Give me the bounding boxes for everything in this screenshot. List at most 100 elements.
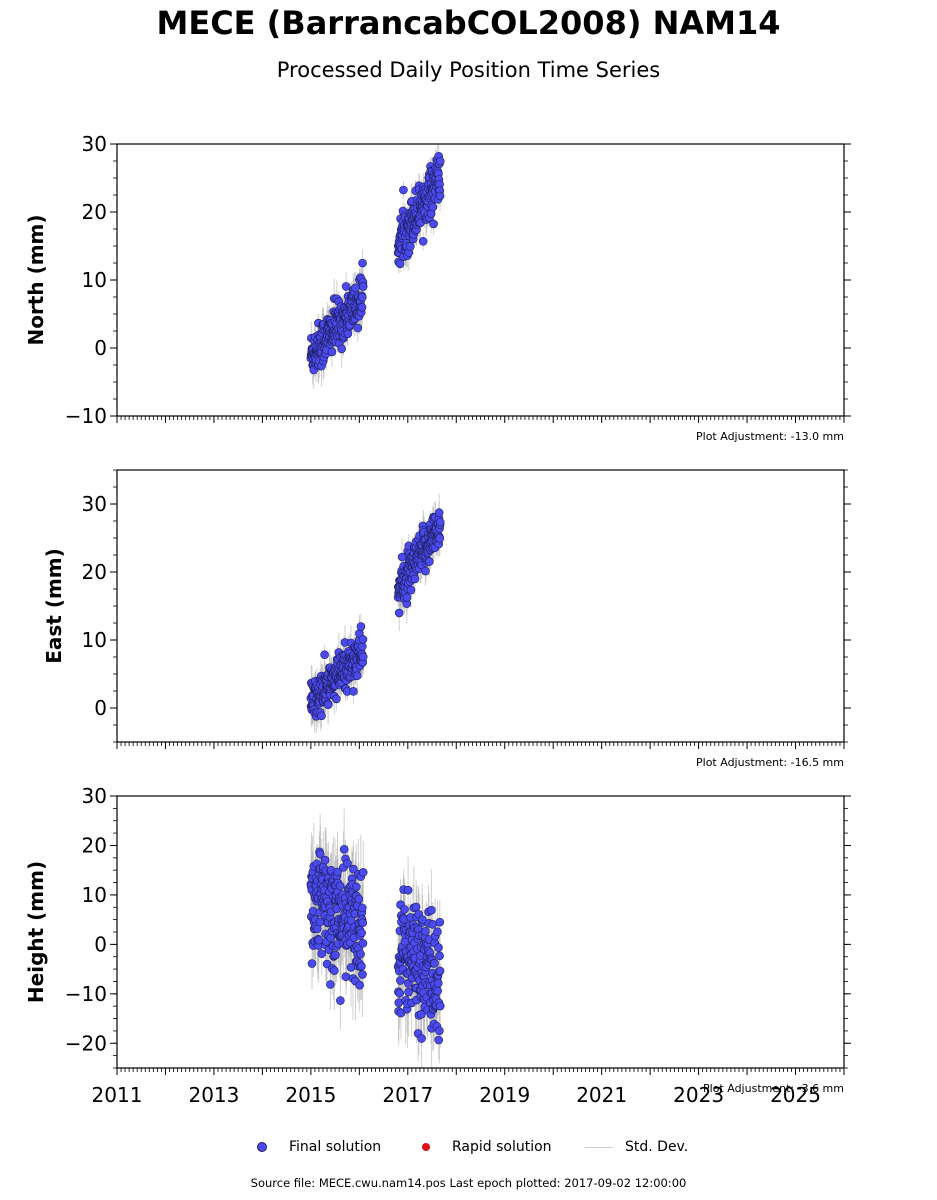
north-data (306, 144, 445, 389)
height-data-point (358, 903, 367, 913)
legend-rapid-label: Rapid solution (452, 1139, 552, 1155)
north-y-tick-label: −10 (65, 404, 107, 428)
height-data-point (417, 1034, 426, 1043)
east-y-tick-label: 20 (82, 560, 107, 584)
x-tick-label: 2023 (673, 1083, 724, 1107)
height-data-point (352, 882, 361, 892)
height-y-tick-label: −20 (65, 1031, 107, 1055)
east-axes-frame (116, 469, 845, 743)
east-data (306, 493, 445, 733)
height-data-point (341, 972, 351, 981)
height-data-point (427, 905, 436, 915)
height-data-point (330, 966, 339, 975)
height-y-tick-label: 30 (82, 784, 107, 808)
height-data-point (395, 989, 404, 998)
height-data-point (435, 966, 445, 976)
north-y-tick-label: 10 (82, 268, 107, 292)
x-tick-label: 2019 (479, 1083, 530, 1107)
north-data-point (406, 242, 415, 251)
height-plot-adjustment: Plot Adjustment: -3.6 mm (703, 1082, 844, 1095)
north-data-point (435, 156, 445, 166)
height-data-point (355, 980, 364, 990)
height-data-point (331, 950, 340, 960)
height-data-point (417, 1009, 426, 1019)
height-data-point (396, 1008, 406, 1018)
north-data-point (358, 282, 368, 291)
height-data-point (403, 885, 413, 895)
east-points (306, 508, 445, 721)
north-data-point (353, 323, 363, 333)
x-tick-label: 2011 (92, 1083, 143, 1107)
east-data-point (435, 534, 445, 543)
height-data-point (320, 855, 330, 865)
east-data-point (352, 671, 362, 681)
height-data-point (317, 949, 327, 959)
rapid-solution-marker-icon (422, 1143, 430, 1151)
east-data-point (323, 700, 333, 710)
height-points (306, 845, 445, 1045)
height-data-point (358, 970, 367, 979)
north-axes-frame (116, 143, 845, 417)
height-data-point (433, 978, 443, 988)
height-data-point (433, 927, 442, 937)
east-data-point (425, 557, 434, 566)
north-points (306, 152, 445, 375)
height-data-point (336, 996, 345, 1005)
height-panel: −20 −10 0 10 20 30 Height (mm) Plot Adjustment:… (24, 784, 851, 1107)
height-y-tick-label: −10 (65, 982, 107, 1006)
height-data-point (343, 859, 352, 868)
height-data-point (400, 905, 409, 914)
north-data-point (428, 202, 438, 212)
east-data-point (332, 694, 341, 704)
height-data-point (326, 980, 335, 989)
height-y-tick-label: 10 (82, 883, 107, 907)
height-y-tick-label: 0 (94, 932, 107, 956)
height-data-point (435, 951, 444, 961)
height-data-point (435, 1026, 444, 1036)
height-y-tick-label: 20 (82, 833, 107, 857)
east-data-point (406, 585, 416, 595)
east-data-point (349, 687, 358, 696)
north-y-axis-label: North (mm) (24, 214, 48, 345)
legend-std-label: Std. Dev. (625, 1139, 689, 1155)
height-data-point (358, 868, 368, 877)
height-data-point (349, 864, 358, 874)
height-data-point (358, 918, 368, 927)
height-y-axis-label: Height (mm) (24, 861, 48, 1003)
height-axes-frame (116, 795, 845, 1069)
north-data-point (435, 191, 445, 201)
east-data-point (317, 711, 326, 721)
height-data-point (396, 976, 405, 985)
east-data-point (435, 517, 445, 527)
height-data-point (411, 902, 421, 912)
north-data-point (418, 237, 428, 246)
north-data-point (343, 329, 353, 338)
height-data-point (357, 928, 366, 938)
height-data-point (433, 986, 442, 996)
north-data-point (358, 292, 367, 302)
east-y-tick-label: 30 (82, 492, 107, 516)
east-data-point (358, 635, 368, 644)
x-tick-label: 2017 (382, 1083, 433, 1107)
east-data-point (434, 508, 444, 517)
height-data-point (335, 881, 345, 891)
east-panel: 0 10 20 30 East (mm) Plot Adjustment: -16.5 m… (42, 469, 851, 769)
east-data-point (320, 650, 329, 659)
height-data-point (315, 849, 325, 859)
north-y-tick-label: 20 (82, 200, 107, 224)
height-data-point (333, 867, 342, 877)
east-data-point (402, 592, 412, 602)
east-data-point (358, 652, 368, 662)
height-data-point (404, 987, 413, 997)
legend-rapid: Rapid solution (422, 1136, 552, 1158)
legend-final: Final solution (257, 1136, 381, 1158)
legend-final-label: Final solution (289, 1139, 382, 1155)
height-data-point (358, 938, 368, 948)
east-data-point (397, 552, 407, 562)
height-data-point (356, 949, 365, 959)
height-data-point (435, 1001, 445, 1011)
height-data-point (314, 935, 324, 945)
north-data-point (337, 344, 346, 354)
chart-subtitle: Processed Daily Position Time Series (276, 58, 661, 82)
north-data-point (358, 258, 367, 268)
